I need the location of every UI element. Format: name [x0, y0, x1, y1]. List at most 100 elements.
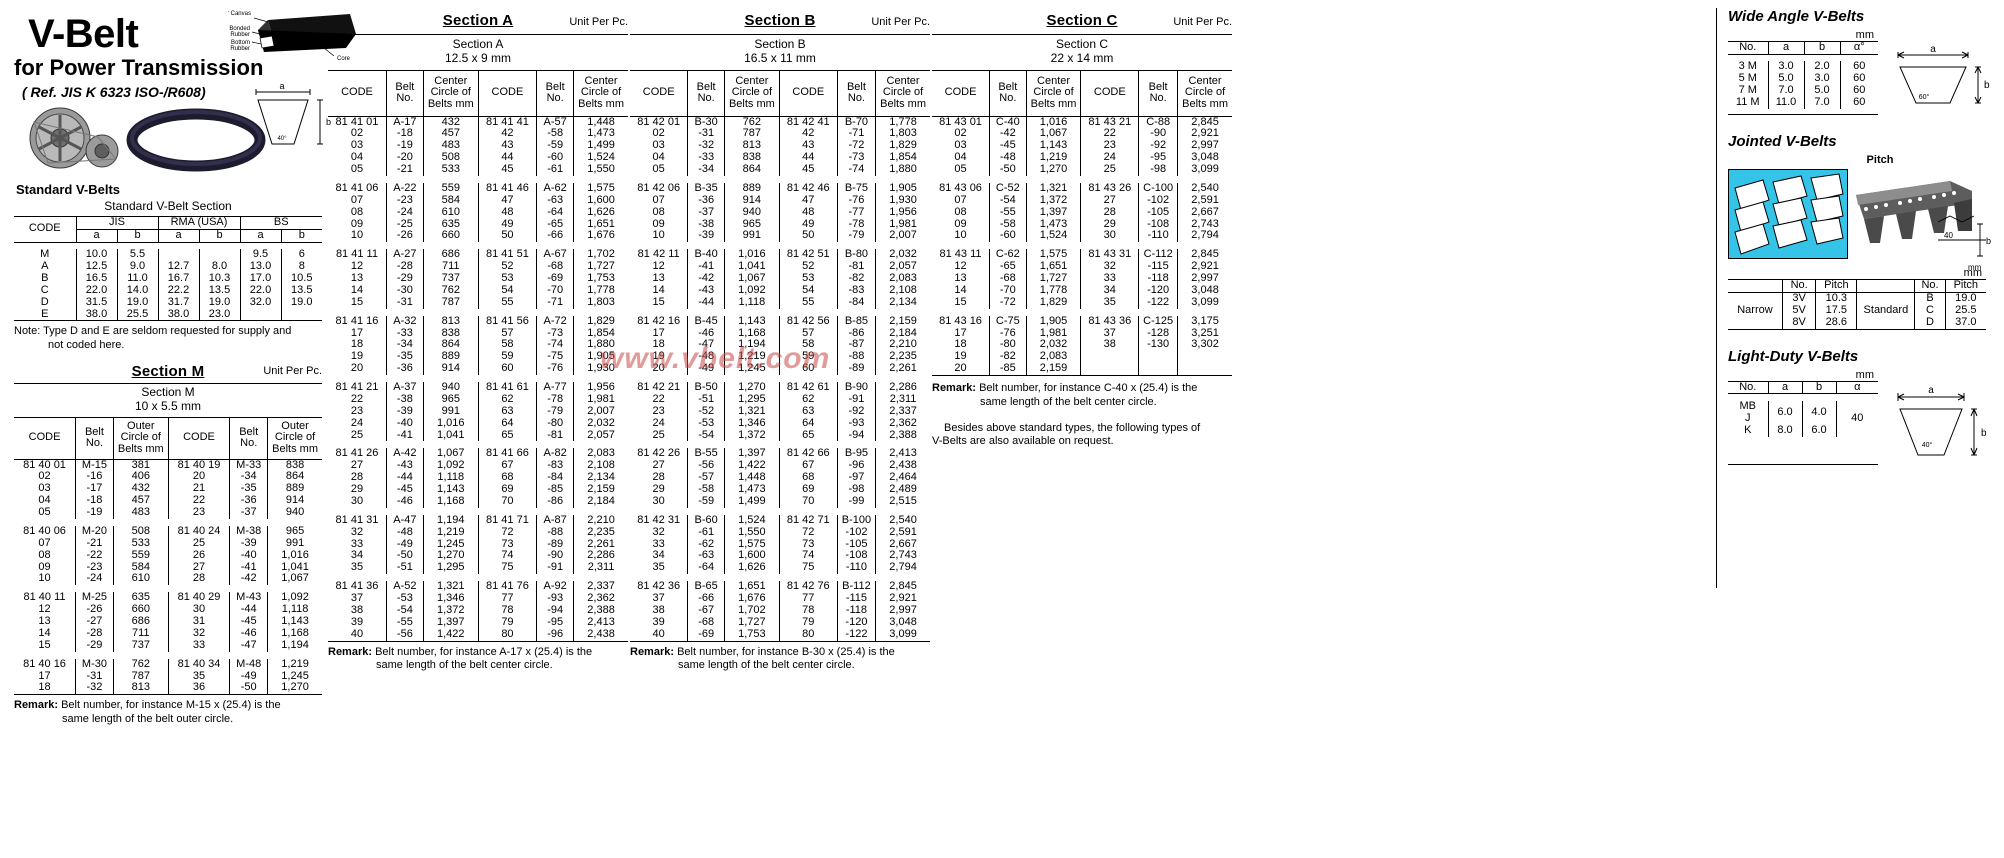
b-cap1: Section B: [754, 37, 806, 51]
cell-circle-left: 1,295: [724, 393, 780, 406]
belt-construction-diagram: Outer Canvas Bonded Rubber Bottom Rubber…: [228, 11, 356, 62]
cell-circle-right: 2,261: [889, 362, 917, 375]
cell-code-left: 33: [630, 538, 689, 551]
cell-alpha: 40: [1851, 411, 1864, 424]
svg-text:Rubber: Rubber: [230, 32, 250, 38]
cell-bs-b: [280, 308, 322, 321]
table-row: J: [1728, 412, 1878, 425]
cell-code-right: 31: [168, 615, 231, 628]
cell-code-right: 81 41 51: [478, 248, 538, 262]
cell-code-right: 30: [1080, 230, 1140, 243]
cell-belt-right: -118: [1138, 272, 1179, 285]
cell-no: 7 M: [1728, 84, 1769, 97]
table-row: 81 42 06 B-35 889 81 42 46 B-75 1,905: [630, 182, 930, 195]
cell-code-left: 04: [328, 151, 387, 165]
cell-code-left: 25: [630, 429, 689, 442]
table-row: 14 -28 711 32 -46 1,168: [14, 627, 322, 640]
table-row: 81 42 16 B-45 1,143 81 42 56 B-85 2,159: [630, 315, 930, 328]
light-duty-title: Light-Duty V-Belts: [1728, 347, 1859, 365]
cell-belt-left: -19: [386, 139, 424, 153]
cell-circle-right: 1,803: [889, 127, 917, 140]
table-row: 13 -42 1,067 53 -82 2,083: [630, 272, 930, 285]
cell-belt-right: -90: [1138, 128, 1179, 141]
cell-circle-right: 2,591: [1191, 193, 1219, 206]
cell-circle-left: 991: [423, 405, 479, 418]
cell-belt-right: -108: [1138, 218, 1179, 231]
cell-code-right: 60: [779, 362, 838, 376]
cell-belt-left: -28: [386, 260, 424, 274]
cell-belt-right: -92: [1138, 139, 1179, 153]
cell-circle-left: 559: [113, 549, 169, 562]
cell-circle-right: 2,388: [889, 428, 917, 441]
cell-circle-left: 1,372: [724, 429, 780, 442]
cell-no: K: [1728, 424, 1769, 437]
cell-circle-left: 1,778: [1026, 284, 1082, 297]
cell-code-right: 44: [478, 151, 538, 165]
wide-angle-figure: a b 60°: [1897, 44, 1990, 104]
cell-code-right: 81 41 41: [478, 116, 538, 129]
c-h-code-2: CODE: [1080, 70, 1140, 117]
cell-belt-right: -92: [837, 405, 877, 418]
cell-circle-right: 2,337: [587, 580, 615, 593]
cell-belt-left: A-42: [386, 448, 424, 461]
cell-standard-pitch: 37.0: [1955, 315, 1977, 328]
cell-bs-a: 13.0: [249, 260, 272, 273]
cell-code-right: 81 41 61: [478, 381, 538, 394]
cell-code-right: 81 42 46: [779, 182, 838, 195]
cell-circle-left: 610: [113, 573, 169, 586]
table-row: 07 -36 914 47 -76 1,930: [630, 194, 930, 207]
cell-code-right: 49: [779, 218, 838, 231]
cell-belt-left: -57: [687, 471, 725, 485]
cell-code-left: 81 42 36: [630, 580, 689, 594]
cell-belt-right: -110: [837, 561, 877, 575]
cell-code-left: 23: [328, 405, 387, 418]
cell-circle-left: 406: [113, 471, 169, 484]
cell-belt-left: -33: [386, 327, 424, 340]
cell-circle-left: 1,016: [1026, 116, 1082, 129]
cell-circle-right: 2,286: [889, 381, 917, 394]
cell-belt-right: -41: [229, 561, 269, 574]
cell-belt-left: -43: [386, 459, 424, 473]
cell-belt-left: A-27: [386, 248, 424, 262]
standard-section-caption: Standard V-Belt Section: [104, 199, 232, 214]
cell-circle-left: 1,575: [724, 538, 780, 551]
cell-circle-left: 660: [113, 603, 169, 617]
cell-standard-no: C: [1914, 304, 1946, 317]
cell-circle-right: 940: [285, 506, 305, 519]
b-remark-1: Belt number, for instance B-30 x (25.4) …: [677, 645, 895, 658]
c-h-code-1: CODE: [932, 70, 991, 117]
cell-circle-right: 2,413: [889, 447, 917, 460]
cell-belt-right: B-112: [837, 580, 877, 594]
table-row: 14 -30 762 54 -70 1,778: [328, 284, 628, 297]
cell-belt-right: B-100: [837, 514, 877, 527]
cell-circle-left: 1,194: [724, 339, 780, 352]
cell-code-right: 52: [478, 260, 538, 274]
cell-code-right: 38: [1080, 339, 1140, 352]
cell-code-right: 72: [478, 526, 538, 539]
cell-code-right: 81 42 61: [779, 381, 838, 394]
cell-belt-left: -23: [75, 561, 114, 574]
cell-circle-left: 1,829: [1026, 296, 1082, 309]
cell-code-left: 34: [328, 550, 387, 563]
table-row: 81 41 26 A-42 1,067 81 41 66 A-82 2,083: [328, 448, 628, 461]
cell-code-left: 81 42 16: [630, 315, 689, 328]
cell-code-right: 80: [478, 628, 538, 641]
a-cap1: Section A: [452, 37, 504, 51]
m-remark-1: Belt number, for instance M-15 x (25.4) …: [61, 699, 281, 712]
cell-belt-right: A-82: [536, 448, 575, 461]
cell-belt-right: A-67: [536, 248, 575, 262]
table-row: 20 -49 1,245 60 -89 2,261: [630, 362, 930, 376]
table-row: 27 -43 1,092 67 -83 2,108: [328, 459, 628, 473]
cell-code-right: 67: [779, 459, 838, 473]
c-h-circle-2: Center Circle of Belts mm: [1182, 74, 1228, 110]
table-row: 39 -55 1,397 79 -95 2,413: [328, 616, 628, 629]
cell-circle-right: 3,302: [1191, 338, 1219, 351]
cell-belt-left: -55: [386, 616, 424, 629]
cell-circle-left: 1,422: [724, 459, 780, 473]
cell-code-right: 35: [1080, 296, 1140, 309]
cell-circle-left: 1,346: [724, 417, 780, 430]
cell-belt-left: A-17: [386, 116, 424, 129]
cell-code-left: 38: [328, 604, 387, 617]
cell-code-left: 24: [630, 417, 689, 430]
group-header-bs: BS: [240, 216, 322, 230]
